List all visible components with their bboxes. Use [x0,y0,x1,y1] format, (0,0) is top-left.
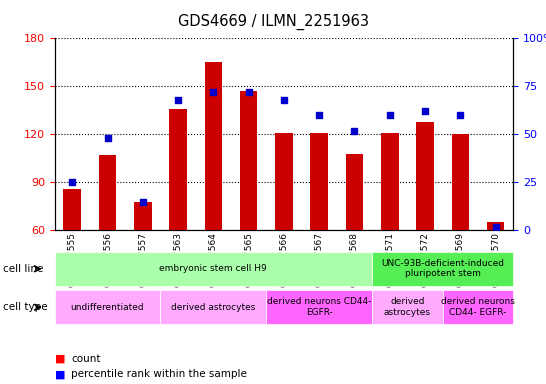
Text: derived neurons
CD44- EGFR-: derived neurons CD44- EGFR- [441,298,515,317]
Text: derived
astrocytes: derived astrocytes [384,298,431,317]
Point [420,108,429,114]
Bar [63,189,81,230]
Bar [169,109,187,230]
Bar [99,155,116,230]
Bar [240,91,258,230]
Bar [416,122,434,230]
Text: cell line: cell line [3,264,43,274]
Bar [134,202,152,230]
Text: GDS4669 / ILMN_2251963: GDS4669 / ILMN_2251963 [177,13,369,30]
Bar [452,134,469,230]
Text: derived neurons CD44-
EGFR-: derived neurons CD44- EGFR- [267,298,371,317]
Text: embryonic stem cell H9: embryonic stem cell H9 [159,264,267,273]
Text: derived astrocytes: derived astrocytes [171,303,256,312]
Point [385,112,394,118]
Point [209,89,218,95]
Point [244,89,253,95]
Text: count: count [71,354,100,364]
Text: percentile rank within the sample: percentile rank within the sample [71,369,247,379]
Point [174,97,182,103]
Point [280,97,288,103]
Text: cell type: cell type [3,302,48,312]
Bar [487,222,505,230]
Point [350,127,359,134]
Text: UNC-93B-deficient-induced
pluripotent stem: UNC-93B-deficient-induced pluripotent st… [381,259,504,278]
Point [139,199,147,205]
Text: undifferentiated: undifferentiated [71,303,144,312]
Text: ■: ■ [55,369,65,379]
Point [68,179,76,185]
Bar [310,133,328,230]
Point [456,112,465,118]
Bar [381,133,399,230]
Bar [346,154,363,230]
Text: ■: ■ [55,354,65,364]
Bar [205,62,222,230]
Point [315,112,324,118]
Point [491,223,500,230]
Bar [275,133,293,230]
Point [103,135,112,141]
